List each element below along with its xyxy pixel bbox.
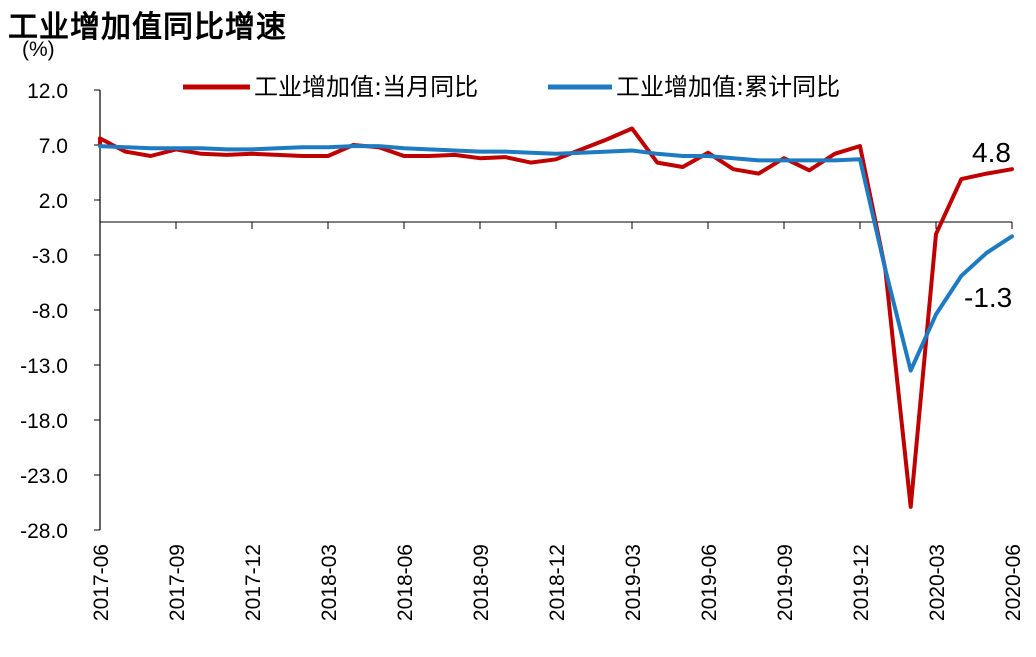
y-tick-label: -23.0 [20, 465, 68, 488]
x-tick-label: 2017-12 [242, 544, 265, 621]
series-line-2 [98, 144, 1014, 373]
y-tick-label: 7.0 [39, 135, 68, 158]
y-tick-label: -3.0 [32, 245, 68, 268]
legend-label-series1: 工业增加值:当月同比 [254, 73, 478, 101]
unit-label: (%) [22, 38, 55, 61]
y-tick-label: -8.0 [32, 300, 68, 323]
y-tick-label: -13.0 [20, 355, 68, 378]
x-tick-label: 2018-12 [546, 544, 569, 621]
x-tick-label: 2020-03 [926, 544, 949, 621]
end-label-series2: -1.3 [964, 282, 1012, 313]
series-lines [98, 126, 1014, 509]
x-tick-label: 2017-06 [90, 544, 113, 621]
y-tick-labels: 12.0 7.0 2.0 -3.0 -8.0 -13.0 -18.0 -23.0 -28.0 [20, 80, 100, 543]
y-tick-label: 2.0 [39, 190, 68, 213]
y-tick-label: -28.0 [20, 520, 68, 543]
x-tick-label: 2017-09 [166, 544, 189, 621]
x-tick-label: 2018-06 [394, 544, 417, 621]
x-tick-label: 2018-03 [318, 544, 341, 621]
legend: 工业增加值:当月同比 工业增加值:累计同比 [183, 73, 840, 101]
x-tick-label: 2019-03 [622, 544, 645, 621]
legend-label-series2: 工业增加值:累计同比 [616, 73, 840, 101]
x-tick-label: 2019-12 [850, 544, 873, 621]
x-tick-label: 2020-06 [1002, 544, 1025, 621]
x-tick-label: 2018-09 [470, 544, 493, 621]
chart-title: 工业增加值同比增速 [8, 10, 287, 45]
series-line-1 [98, 126, 1014, 509]
y-tick-label: -18.0 [20, 410, 68, 433]
y-tick-label: 12.0 [27, 80, 68, 103]
end-label-series1: 4.8 [972, 137, 1011, 168]
x-tick-label: 2019-06 [698, 544, 721, 621]
x-tick-labels: 2017-06 2017-09 2017-12 2018-03 2018-06 2018-… [90, 222, 1025, 621]
x-tick-label: 2019-09 [774, 544, 797, 621]
